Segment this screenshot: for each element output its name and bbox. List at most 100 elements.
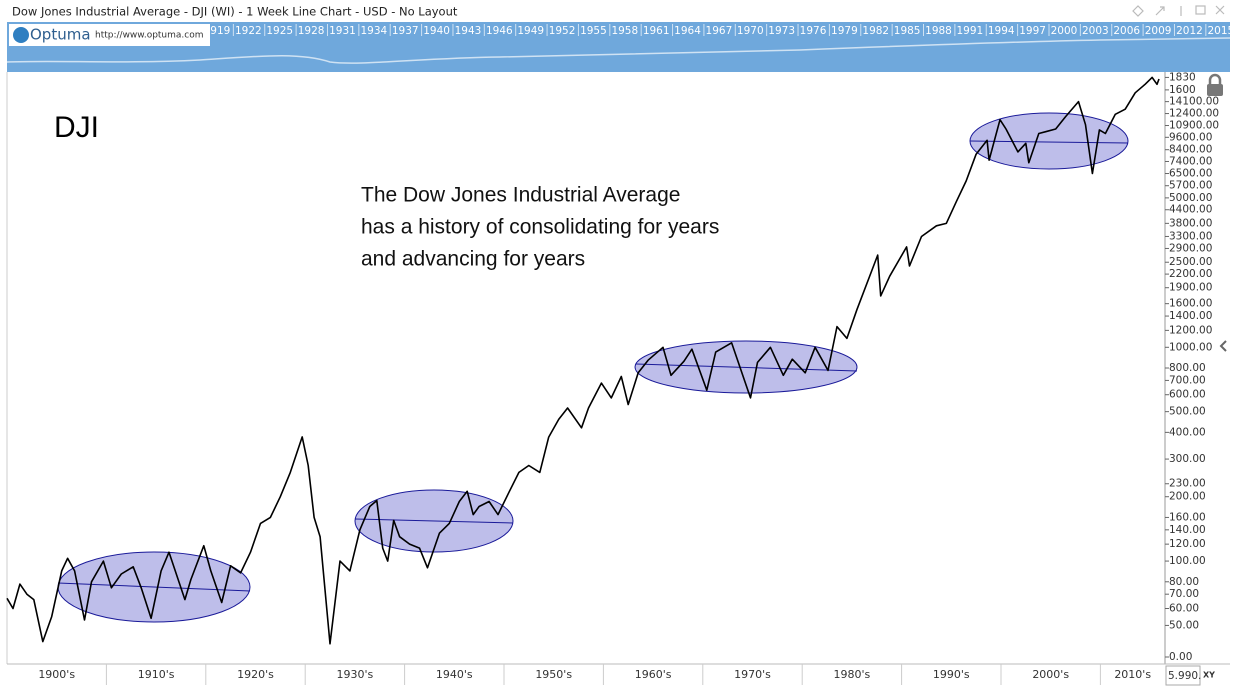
logo: Optuma	[30, 26, 91, 44]
readout-box	[1165, 665, 1201, 686]
navigator-year: 2000	[1051, 25, 1078, 37]
logo-icon	[13, 27, 29, 43]
y-tick-label: 0.00	[1169, 651, 1192, 663]
navigator-year: 1976	[800, 25, 827, 37]
y-tick-label: 1900.00	[1169, 282, 1212, 294]
y-tick-label: 7400.00	[1169, 155, 1212, 167]
y-tick-label: 2900.00	[1169, 242, 1212, 254]
navigator-year: 1985	[894, 25, 921, 37]
consolidation-line	[635, 363, 858, 372]
x-tick-label: 1990's	[933, 668, 970, 681]
y-tick-label: 100.00	[1169, 555, 1206, 567]
y-tick-label: 3300.00	[1169, 230, 1212, 242]
navigator-year: 1952	[549, 25, 576, 37]
y-tick-label: 160.00	[1169, 511, 1206, 523]
x-tick-label: 1930's	[337, 668, 374, 681]
navigator-line	[6, 37, 1231, 64]
annotation: and advancing for years	[361, 248, 585, 271]
y-tick-label: 1600.00	[1169, 298, 1212, 310]
y-tick-label: 14100.00	[1169, 96, 1219, 108]
y-tick-label: 1000.00	[1169, 341, 1212, 353]
y-tick-label: 70.00	[1169, 588, 1199, 600]
y-tick-label: 600.00	[1169, 389, 1206, 401]
y-tick-label: 4400.00	[1169, 204, 1212, 216]
navigator-year: 1928	[298, 25, 325, 37]
y-tick-label: 200.00	[1169, 491, 1206, 503]
y-tick-label: 1600	[1169, 84, 1196, 96]
navigator-year: 1925	[266, 25, 293, 37]
logo-url: http://www.optuma.com	[95, 31, 204, 41]
y-tick-label: 1400.00	[1169, 310, 1212, 322]
x-tick-label: 1910's	[138, 668, 175, 681]
x-tick-label: 1960's	[635, 668, 672, 681]
price-line	[6, 76, 1160, 645]
navigator-year: 1964	[674, 25, 701, 37]
x-tick-label: 1950's	[535, 668, 572, 681]
navigator-year: 1958	[611, 25, 638, 37]
x-tick-label: 1920's	[237, 668, 274, 681]
navigator-year: 2009	[1145, 25, 1172, 37]
navigator-year: 2015	[1207, 25, 1234, 37]
navigator-year: 1931	[329, 25, 356, 37]
mode-button[interactable]: XY	[1203, 671, 1215, 680]
y-tick-label: 2500.00	[1169, 256, 1212, 268]
navigator-year: 1922	[235, 25, 262, 37]
y-tick-label: 3800.00	[1169, 217, 1212, 229]
consolidation-line	[969, 140, 1129, 144]
y-tick-label: 5000.00	[1169, 192, 1212, 204]
navigator-year: 2006	[1113, 25, 1140, 37]
collapse-arrow[interactable]	[1219, 340, 1227, 352]
x-tick-label: 1970's	[734, 668, 771, 681]
y-tick-label: 60.00	[1169, 602, 1199, 614]
navigator-year: 1970	[737, 25, 764, 37]
y-tick-label: 800.00	[1169, 362, 1206, 374]
y-tick-label: 400.00	[1169, 426, 1206, 438]
x-tick-label: 1980's	[834, 668, 871, 681]
symbol-label: DJI	[54, 111, 99, 144]
y-tick-label: 230.00	[1169, 478, 1206, 490]
navigator-year: 1919	[204, 25, 231, 37]
y-tick-label: 2200.00	[1169, 268, 1212, 280]
navigator-year: 2012	[1176, 25, 1203, 37]
y-tick-label: 5700.00	[1169, 180, 1212, 192]
window-title: Dow Jones Industrial Average - DJI (WI) …	[12, 5, 458, 19]
navigator-years: 1919 1922 1925 1928 1931 1934 1937 1940 1943 1946…	[201, 24, 1234, 37]
y-tick-label: 80.00	[1169, 576, 1199, 588]
y-tick-label: 500.00	[1169, 406, 1206, 418]
logo-box	[9, 24, 210, 46]
y-tick-label: 8400.00	[1169, 144, 1212, 156]
annotation: The Dow Jones Industrial Average	[361, 184, 680, 207]
navigator-year: 1937	[392, 25, 419, 37]
y-tick-label: 12400.00	[1169, 108, 1219, 120]
y-tick-label: 10900.00	[1169, 120, 1219, 132]
y-tick-label: 50.00	[1169, 619, 1199, 631]
navigator-year: 1934	[360, 25, 387, 37]
navigator-year: 2003	[1082, 25, 1109, 37]
navigator-year: 1949	[517, 25, 544, 37]
x-tick-label: 1940's	[436, 668, 473, 681]
y-tick-label: 9600.00	[1169, 131, 1212, 143]
navigator-year: 1973	[768, 25, 795, 37]
y-tick-label: 1200.00	[1169, 324, 1212, 336]
navigator-year: 1991	[957, 25, 984, 37]
lock-icon	[1207, 73, 1223, 96]
y-tick-label: 1830	[1169, 71, 1196, 83]
navigator	[7, 22, 1230, 72]
navigator-year: 1988	[925, 25, 952, 37]
navigator-year: 1940	[423, 25, 450, 37]
annotation: has a history of consolidating for years	[361, 216, 719, 239]
navigator-year: 1994	[988, 25, 1015, 37]
y-tick-label: 140.00	[1169, 524, 1206, 536]
x-tick-label: 2010's	[1114, 668, 1151, 681]
y-tick-label: 300.00	[1169, 453, 1206, 465]
navigator-year: 1946	[486, 25, 513, 37]
y-tick-label: 120.00	[1169, 538, 1206, 550]
navigator-year: 1961	[643, 25, 670, 37]
consolidation-line	[354, 518, 514, 524]
readout: 5.990.	[1168, 670, 1201, 682]
x-tick-label: 2000's	[1032, 668, 1069, 681]
navigator-year: 1982	[862, 25, 889, 37]
y-tick-label: 6500.00	[1169, 168, 1212, 180]
